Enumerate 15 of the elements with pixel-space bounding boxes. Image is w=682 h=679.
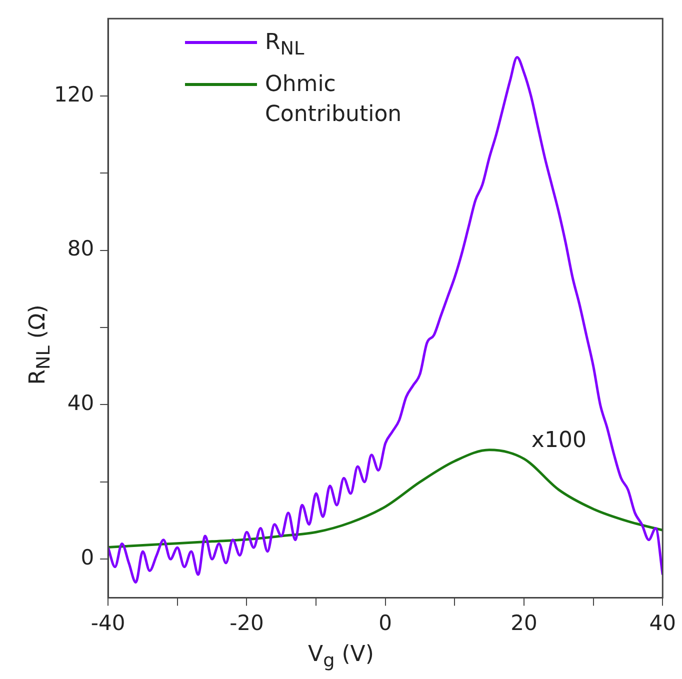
x-tick-label: 40 <box>649 610 676 635</box>
y-tick-label: 80 <box>67 236 94 261</box>
y-tick-label: 120 <box>54 82 94 106</box>
x-axis-title: V$_{g}$ (V) <box>307 642 375 672</box>
y-tick-label: 40 <box>67 391 94 416</box>
y-tick-label: 0 <box>80 546 94 570</box>
x-tick-label: -40 <box>90 610 126 635</box>
line-series <box>108 448 663 548</box>
legend-label: R$_{NL}$ <box>265 29 306 62</box>
legend-label: Ohmic Contribution <box>265 71 403 130</box>
line-series <box>108 56 663 584</box>
annotation: x100 <box>531 428 586 454</box>
x-tick-label: 0 <box>378 610 392 635</box>
x-tick-label: -20 <box>230 610 264 635</box>
x-tick-label: 20 <box>510 610 538 635</box>
